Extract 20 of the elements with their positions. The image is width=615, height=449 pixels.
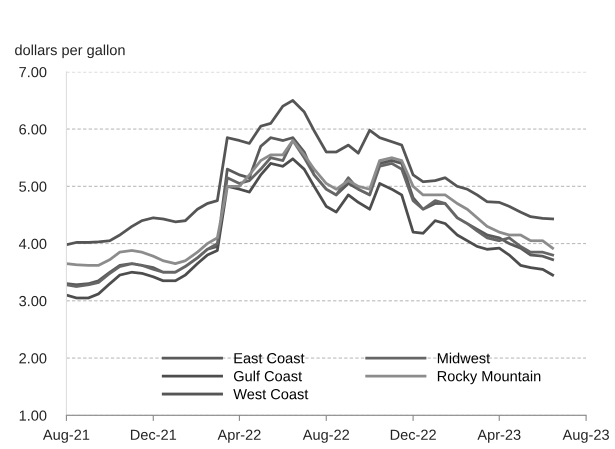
legend-label: West Coast (233, 388, 308, 400)
y-tick-label: 5.00 (19, 181, 46, 192)
y-tick-label: 1.00 (20, 410, 46, 421)
legend-label: Rocky Mountain (438, 370, 540, 384)
y-tick-label: 4.00 (18, 238, 46, 250)
y-axis-title: dollars per gallon (15, 44, 125, 58)
legend-label: Gulf Coast (234, 370, 302, 382)
y-tick-label: 7.00 (19, 66, 46, 78)
legend-label: East Coast (234, 353, 304, 364)
x-tick-label: Aug-23 (562, 430, 609, 443)
legend-label: Midwest (438, 352, 490, 364)
x-tick-label: Dec-21 (130, 430, 176, 440)
x-tick-label: Dec-22 (390, 430, 436, 440)
y-tick-label: 6.00 (19, 124, 46, 135)
x-tick-label: Aug-21 (42, 430, 90, 443)
y-tick-label: 3.00 (19, 296, 46, 306)
y-tick-label: 2.00 (19, 353, 46, 364)
x-tick-label: Apr-23 (477, 430, 520, 443)
x-tick-label: Apr-22 (218, 430, 261, 443)
x-tick-label: Aug-22 (302, 430, 350, 443)
